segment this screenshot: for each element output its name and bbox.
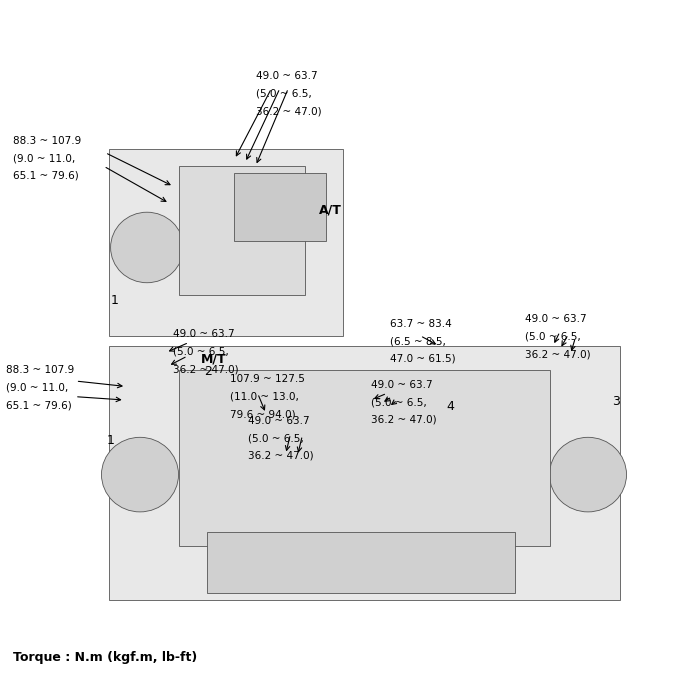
Text: 49.0 ~ 63.7: 49.0 ~ 63.7	[256, 71, 317, 81]
Text: 1: 1	[111, 294, 118, 306]
Text: 88.3 ~ 107.9: 88.3 ~ 107.9	[13, 136, 80, 146]
Text: 47.0 ~ 61.5): 47.0 ~ 61.5)	[390, 354, 456, 364]
Text: (5.0 ~ 6.5,: (5.0 ~ 6.5,	[525, 332, 581, 342]
Text: (5.0 ~ 6.5,: (5.0 ~ 6.5,	[371, 397, 427, 407]
Text: (5.0 ~ 6.5,: (5.0 ~ 6.5,	[173, 346, 229, 357]
Text: 49.0 ~ 63.7: 49.0 ~ 63.7	[525, 314, 587, 324]
Text: A/T: A/T	[318, 203, 342, 216]
Text: 49.0 ~ 63.7: 49.0 ~ 63.7	[173, 329, 235, 339]
Text: 79.6 ~ 94.0): 79.6 ~ 94.0)	[230, 410, 295, 420]
Text: M/T: M/T	[201, 353, 227, 365]
Text: 107.9 ~ 127.5: 107.9 ~ 127.5	[230, 374, 304, 384]
Text: 65.1 ~ 79.6): 65.1 ~ 79.6)	[13, 171, 78, 181]
Text: 65.1 ~ 79.6): 65.1 ~ 79.6)	[6, 400, 71, 410]
Text: 36.2 ~ 47.0): 36.2 ~ 47.0)	[256, 106, 321, 117]
Text: 63.7 ~ 83.4: 63.7 ~ 83.4	[390, 319, 452, 329]
Circle shape	[111, 212, 183, 283]
Text: 88.3 ~ 107.9: 88.3 ~ 107.9	[6, 365, 74, 375]
Text: (9.0 ~ 11.0,: (9.0 ~ 11.0,	[13, 153, 75, 163]
Text: 49.0 ~ 63.7: 49.0 ~ 63.7	[248, 416, 309, 426]
Text: 3: 3	[612, 395, 620, 407]
Bar	[234, 173, 326, 241]
Text: Torque : N.m (kgf.m, lb-ft): Torque : N.m (kgf.m, lb-ft)	[13, 651, 197, 664]
Text: 1: 1	[106, 434, 114, 447]
Text: 2: 2	[204, 365, 212, 378]
Bar	[206, 532, 514, 593]
Bar	[108, 149, 343, 336]
Bar	[178, 166, 304, 295]
Text: 36.2 ~ 47.0): 36.2 ~ 47.0)	[525, 349, 591, 359]
Text: (6.5 ~ 8.5,: (6.5 ~ 8.5,	[390, 336, 446, 346]
Circle shape	[102, 437, 178, 512]
Text: 49.0 ~ 63.7: 49.0 ~ 63.7	[371, 380, 433, 390]
Text: (9.0 ~ 11.0,: (9.0 ~ 11.0,	[6, 382, 68, 393]
Text: 4: 4	[446, 400, 454, 413]
Text: (5.0 ~ 6.5,: (5.0 ~ 6.5,	[256, 89, 312, 99]
Text: (11.0 ~ 13.0,: (11.0 ~ 13.0,	[230, 392, 298, 402]
Text: (5.0 ~ 6.5,: (5.0 ~ 6.5,	[248, 433, 304, 443]
Text: 36.2 ~ 47.0): 36.2 ~ 47.0)	[173, 364, 239, 374]
Circle shape	[550, 437, 626, 512]
Bar	[178, 370, 550, 546]
Text: 36.2 ~ 47.0): 36.2 ~ 47.0)	[371, 415, 437, 425]
Text: 36.2 ~ 47.0): 36.2 ~ 47.0)	[248, 451, 314, 461]
Bar	[108, 346, 620, 600]
